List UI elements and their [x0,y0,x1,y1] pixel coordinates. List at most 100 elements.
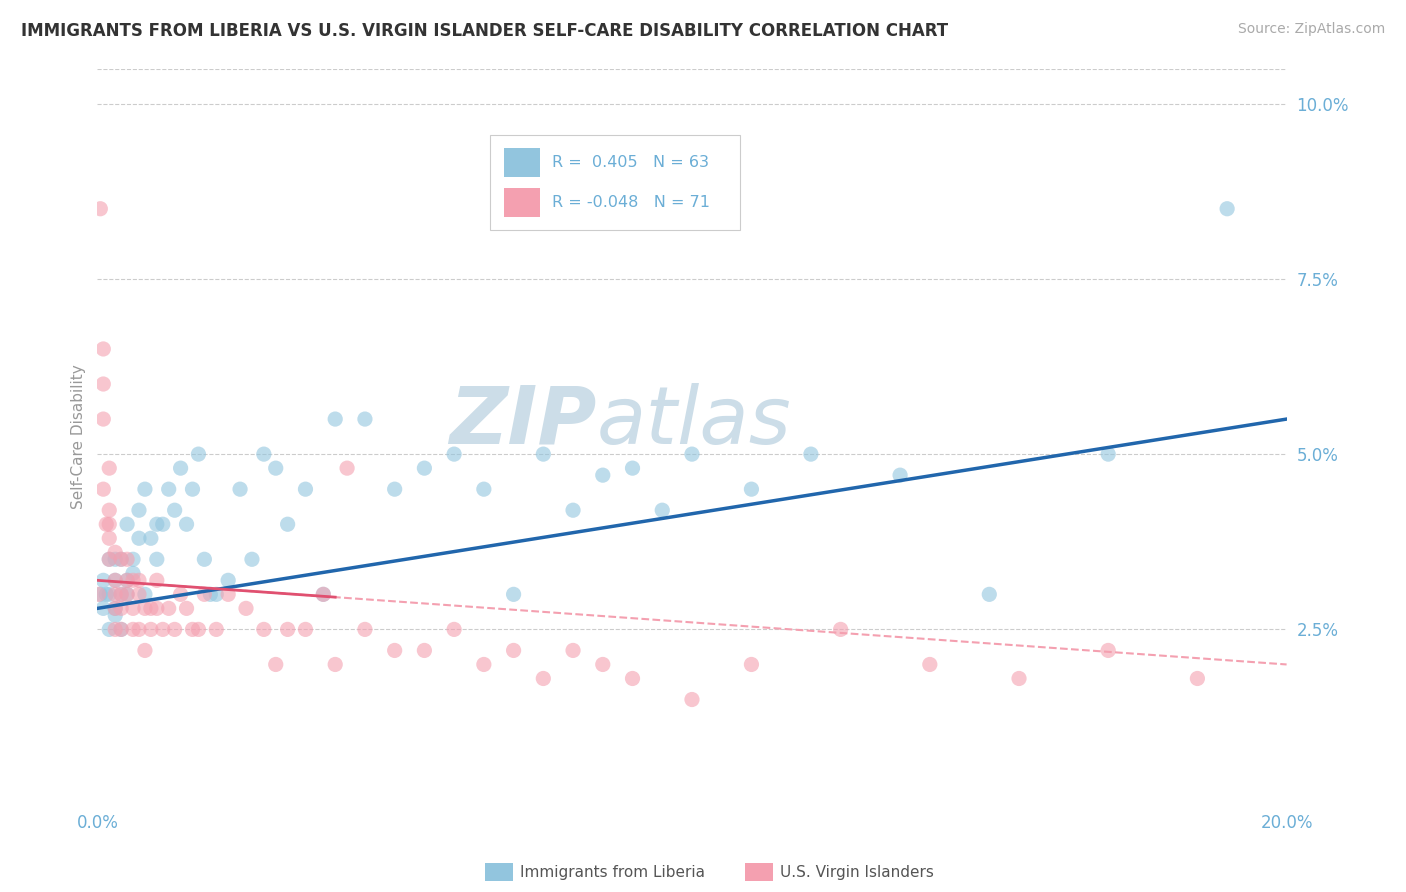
Point [294,482,316,496]
Point [91,574,114,588]
Point [1097,643,1119,657]
Point [115,552,138,566]
Text: ZIP: ZIP [450,383,596,461]
Point [621,461,644,475]
Point [413,643,436,657]
Point [264,657,287,672]
Point [139,623,162,637]
Point [384,643,406,657]
Point [163,623,186,637]
Point [187,447,209,461]
Point [205,587,228,601]
Point [621,672,644,686]
Point [176,517,198,532]
Point [240,552,263,566]
Point [193,587,215,601]
Point [104,623,127,637]
Point [91,377,114,392]
Point [502,643,524,657]
Point [979,587,1001,601]
Point [128,503,150,517]
Point [110,552,132,566]
Point [531,672,554,686]
Point [110,552,132,566]
Point [592,657,614,672]
Point [157,482,180,496]
Point [110,587,132,601]
Point [146,552,169,566]
Point [354,412,377,426]
Text: IMMIGRANTS FROM LIBERIA VS U.S. VIRGIN ISLANDER SELF-CARE DISABILITY CORRELATION: IMMIGRANTS FROM LIBERIA VS U.S. VIRGIN I… [21,22,948,40]
Point [181,482,204,496]
Point [152,623,174,637]
Point [110,623,132,637]
Point [472,482,495,496]
Point [134,643,156,657]
Point [134,482,156,496]
Point [443,623,465,637]
Point [122,574,145,588]
Point [146,517,169,532]
Point [98,552,121,566]
Point [200,587,222,601]
Text: Immigrants from Liberia: Immigrants from Liberia [520,865,706,880]
Point [104,608,127,623]
Point [217,574,239,588]
Point [146,601,169,615]
Point [110,587,132,601]
Point [87,587,110,601]
Point [205,623,228,637]
Point [115,517,138,532]
Point [918,657,941,672]
Point [413,461,436,475]
Point [681,692,703,706]
Point [115,587,138,601]
Point [110,623,132,637]
Point [277,623,299,637]
Point [531,447,554,461]
Point [115,574,138,588]
Point [91,342,114,356]
Point [115,587,138,601]
Point [193,552,215,566]
Point [104,601,127,615]
Point [312,587,335,601]
Point [187,623,209,637]
Point [253,623,276,637]
Point [98,552,121,566]
Point [89,202,111,216]
Point [96,587,118,601]
Point [98,503,121,517]
Point [277,517,299,532]
Point [146,574,169,588]
Point [104,574,127,588]
Point [740,657,762,672]
Point [323,657,346,672]
Point [336,461,359,475]
Point [128,531,150,545]
Y-axis label: Self-Care Disability: Self-Care Disability [72,364,86,509]
Point [235,601,257,615]
Point [139,531,162,545]
Point [502,587,524,601]
Point [1216,202,1239,216]
Point [115,574,138,588]
Point [104,574,127,588]
Point [681,447,703,461]
Text: R = -0.048   N = 71: R = -0.048 N = 71 [551,195,710,210]
Point [740,482,762,496]
Point [472,657,495,672]
FancyBboxPatch shape [489,135,740,230]
Point [104,552,127,566]
Point [562,643,585,657]
Text: R =  0.405   N = 63: R = 0.405 N = 63 [551,155,709,170]
Point [91,412,114,426]
Point [152,517,174,532]
FancyBboxPatch shape [505,148,540,178]
Point [1187,672,1209,686]
Point [91,482,114,496]
Point [96,517,118,532]
Point [354,623,377,637]
Point [800,447,823,461]
Point [110,601,132,615]
